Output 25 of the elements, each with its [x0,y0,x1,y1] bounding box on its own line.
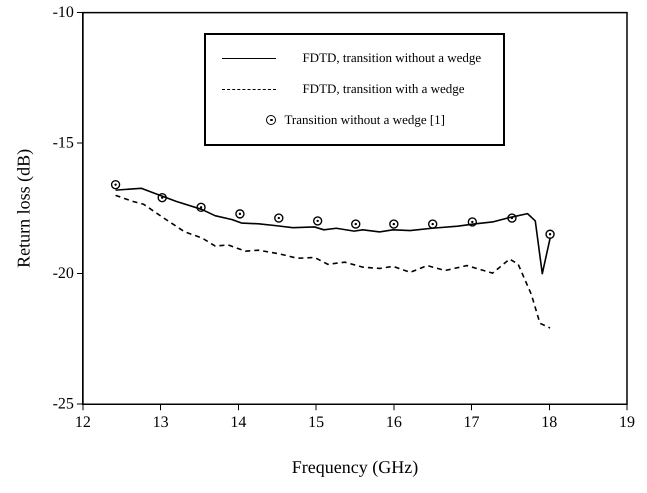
x-tick-label: 13 [152,414,169,432]
point [545,230,555,239]
x-tick-label: 15 [308,414,324,432]
y-axis-title: Return loss (dB) [14,148,34,268]
x-tick-label: 12 [74,414,91,432]
point [389,219,399,229]
x-axis-title: Frequency (GHz) [292,456,418,477]
x-tick-label: 19 [619,414,635,432]
x-tick-label: 16 [386,414,402,432]
point [312,216,322,226]
legend-label: Transition without a wedge [1] [284,112,446,128]
y-tick-label: -25 [52,395,74,412]
point [351,219,360,229]
y-tick-label: -20 [52,264,74,282]
point [110,180,120,190]
point [235,209,245,219]
y-tick-label: -10 [52,4,74,21]
x-tick-label: 14 [230,414,246,432]
line-series [114,194,551,329]
legend-label: FDTD, transition without a wedge [302,50,482,66]
x-tick-label: 18 [541,414,558,432]
legend-label: FDTD, transition with a wedge [302,81,465,98]
x-tick-label: 17 [464,414,480,432]
point [274,213,284,223]
y-tick-label: -15 [52,134,74,152]
